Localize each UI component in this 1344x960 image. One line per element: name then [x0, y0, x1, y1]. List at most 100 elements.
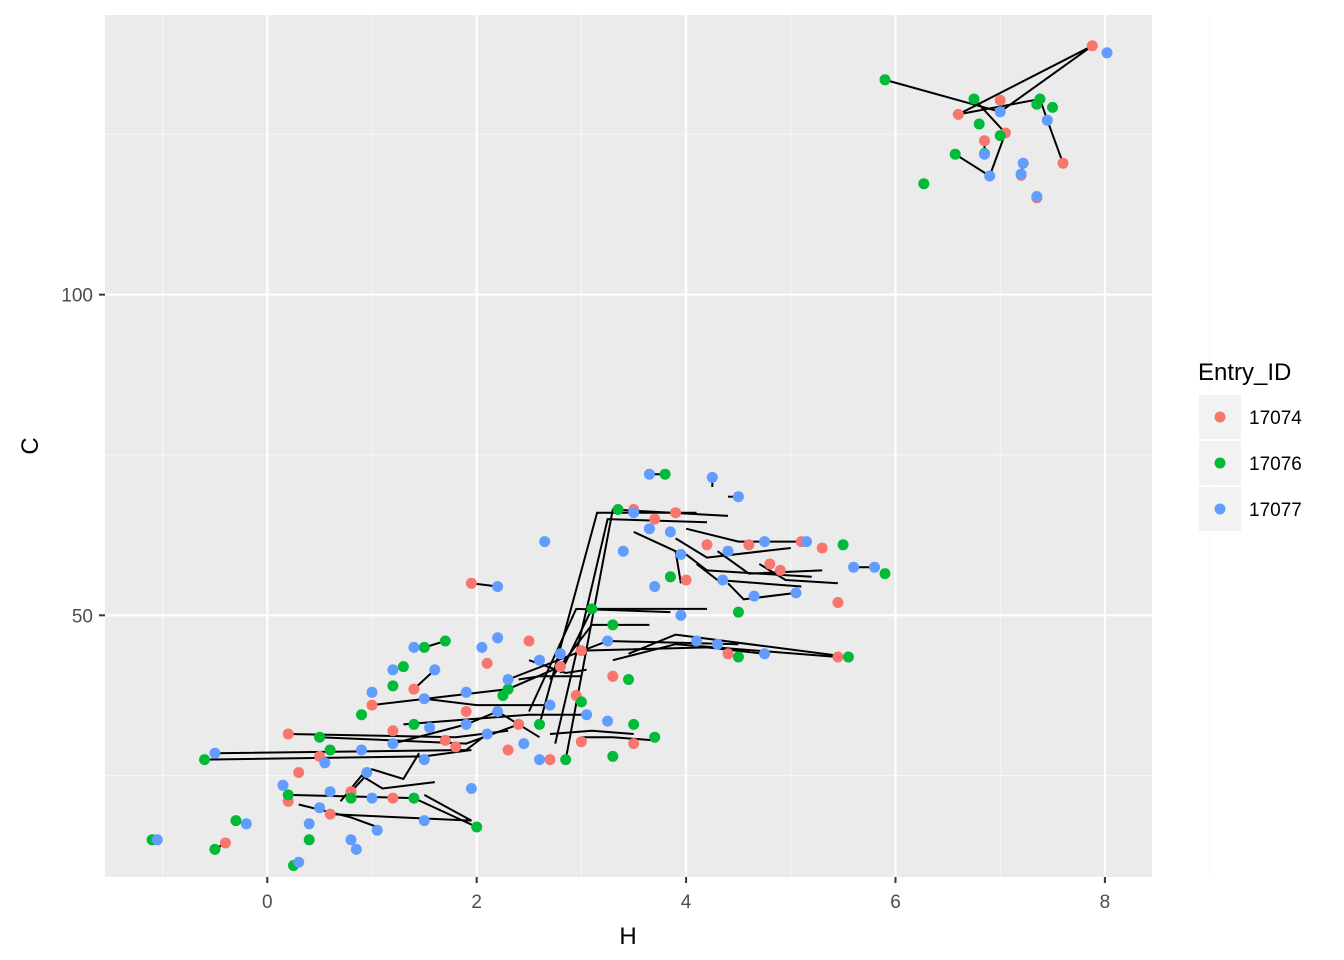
- data-point-17077: [1015, 168, 1027, 180]
- x-axis-title: H: [619, 923, 636, 950]
- data-point-17076: [324, 744, 336, 756]
- data-point-17074: [513, 718, 525, 730]
- data-point-17077: [293, 856, 305, 868]
- connecting-path: [628, 633, 849, 658]
- data-point-17076: [575, 696, 587, 708]
- data-point-17076: [949, 148, 961, 160]
- connecting-path: [581, 646, 765, 655]
- data-point-17076: [560, 754, 572, 766]
- connecting-path: [518, 675, 582, 681]
- legend-label-17076: 17076: [1249, 454, 1302, 475]
- data-point-17074: [481, 657, 493, 669]
- data-point-17077: [691, 635, 703, 647]
- major-gridlines: [105, 15, 1152, 877]
- data-point-17076: [612, 504, 624, 515]
- legend-key-dot: [1214, 457, 1226, 469]
- x-tick-label: 0: [262, 892, 273, 913]
- data-point-17077: [502, 674, 514, 685]
- connecting-path: [758, 563, 838, 585]
- data-point-17077: [984, 170, 996, 182]
- data-point-17074: [743, 539, 755, 551]
- data-point-17074: [832, 651, 844, 663]
- data-point-17074: [465, 577, 477, 589]
- legend-label-17074: 17074: [1249, 408, 1302, 429]
- y-axis-title: C: [17, 437, 44, 454]
- data-point-17076: [471, 821, 483, 833]
- data-point-17077: [664, 526, 676, 538]
- data-point-17077: [492, 706, 504, 717]
- data-point-17074: [832, 597, 844, 608]
- data-point-17077: [539, 536, 551, 548]
- data-point-17077: [994, 106, 1006, 118]
- data-point-17077: [356, 744, 367, 756]
- data-point-17077: [418, 693, 430, 705]
- y-axis-ticks: 50 100: [61, 286, 105, 627]
- data-point-17074: [628, 738, 640, 750]
- data-point-17077: [554, 648, 566, 660]
- x-tick-label: 8: [1100, 892, 1111, 913]
- data-point-17076: [659, 468, 671, 480]
- connecting-path: [954, 98, 1007, 178]
- data-point-17074: [282, 728, 294, 740]
- data-point-17077: [1017, 157, 1029, 169]
- legend-title: Entry_ID: [1198, 359, 1291, 386]
- data-point-17074: [649, 513, 661, 525]
- connecting-path: [424, 697, 550, 707]
- data-point-17074: [1086, 40, 1098, 52]
- data-point-17076: [879, 74, 891, 86]
- data-point-17074: [816, 542, 828, 554]
- data-point-17077: [424, 722, 436, 734]
- x-axis-ticks: 0 2 4 6 8: [262, 877, 1110, 913]
- data-point-17077: [418, 754, 430, 766]
- data-point-17077: [759, 536, 771, 548]
- legend-keys: 17074 17076 17077: [1199, 395, 1302, 531]
- data-point-17074: [575, 645, 587, 657]
- data-point-17074: [774, 564, 786, 576]
- data-point-17076: [973, 118, 985, 130]
- data-point-17076: [994, 130, 1006, 142]
- data-point-17076: [230, 815, 242, 827]
- legend-key-dot: [1214, 411, 1226, 423]
- data-point-17077: [319, 757, 331, 769]
- connecting-path: [403, 713, 587, 726]
- data-point-17077: [1031, 191, 1043, 202]
- data-point-17077: [675, 548, 687, 560]
- connecting-path: [350, 752, 420, 793]
- data-point-17077: [345, 834, 357, 846]
- data-point-17076: [1047, 101, 1058, 113]
- data-point-17074: [764, 558, 776, 570]
- data-point-17074: [544, 754, 556, 766]
- data-point-17076: [303, 834, 315, 846]
- data-point-17077: [387, 664, 399, 676]
- data-point-17076: [497, 690, 509, 701]
- data-point-17076: [345, 792, 357, 804]
- connecting-path: [549, 729, 634, 735]
- data-point-17076: [408, 718, 420, 730]
- data-point-17074: [607, 670, 619, 682]
- data-point-17074: [994, 94, 1006, 106]
- data-point-17077: [371, 824, 383, 836]
- x-tick-label: 4: [681, 892, 692, 913]
- data-point-17074: [387, 725, 399, 737]
- data-point-17077: [481, 728, 493, 740]
- data-point-17076: [408, 792, 420, 804]
- data-point-17077: [476, 641, 488, 653]
- data-point-17077: [324, 786, 336, 798]
- data-point-17074: [408, 683, 420, 695]
- data-point-17076: [732, 606, 744, 618]
- data-point-17076: [418, 641, 430, 653]
- connecting-path: [319, 723, 519, 745]
- data-point-17074: [366, 699, 378, 711]
- data-point-17076: [664, 571, 676, 583]
- data-point-17077: [429, 664, 441, 676]
- data-point-17074: [952, 108, 964, 120]
- data-point-17076: [842, 651, 854, 663]
- data-point-17077: [366, 792, 378, 804]
- connecting-path: [633, 530, 682, 584]
- data-point-17077: [314, 802, 326, 814]
- data-point-17077: [732, 491, 744, 503]
- data-point-17076: [1034, 93, 1046, 105]
- connecting-path: [612, 643, 838, 662]
- data-point-17077: [628, 507, 640, 519]
